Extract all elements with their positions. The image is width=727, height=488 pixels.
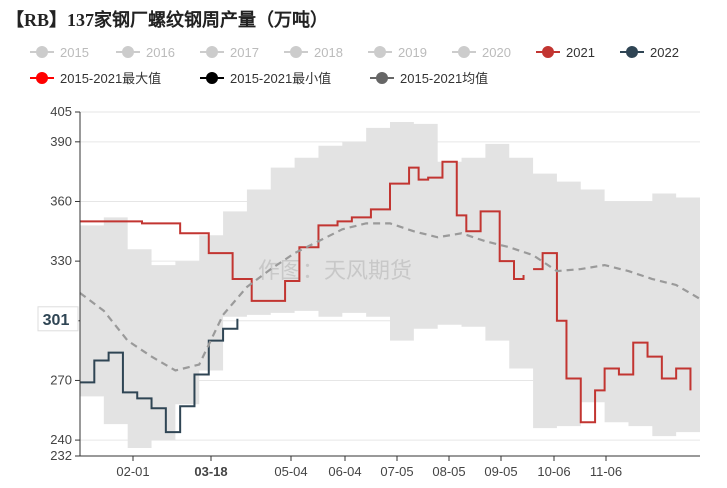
legend-marker <box>36 72 48 84</box>
watermark: 作图：天风期货 <box>258 259 412 284</box>
legend-marker <box>206 46 218 58</box>
y-tick-label: 270 <box>50 372 72 387</box>
x-tick-label: 10-06 <box>537 464 570 479</box>
legend-item[interactable]: 2019 <box>368 45 427 60</box>
legend-label: 2017 <box>230 45 259 60</box>
legend-label: 2021 <box>566 45 595 60</box>
legend-item[interactable]: 2017 <box>200 45 259 60</box>
legend-label: 2016 <box>146 45 175 60</box>
x-tick-label: 11-06 <box>590 464 622 479</box>
pointer-value: 301 <box>43 312 70 329</box>
x-tick-label: 09-05 <box>484 464 517 479</box>
x-tick-label: 06-04 <box>328 464 361 479</box>
range-band <box>80 121 700 449</box>
legend: 2015 2016 2017 2018 2019 2020 2021 2022 2015-202… <box>30 45 679 86</box>
x-tick-label: 02-01 <box>116 464 149 479</box>
legend-item[interactable]: 2018 <box>284 45 343 60</box>
legend-marker <box>122 46 134 58</box>
legend-label: 2015-2021最大值 <box>60 71 161 86</box>
legend-label: 2018 <box>314 45 343 60</box>
y-tick-label: 405 <box>50 104 72 119</box>
value-pointer: 301 <box>37 306 79 332</box>
x-tick-label: 07-05 <box>380 464 413 479</box>
legend-label: 2015 <box>60 45 89 60</box>
legend-item[interactable]: 2015-2021最小值 <box>200 71 331 86</box>
legend-item[interactable]: 2022 <box>620 45 679 60</box>
legend-label: 2015-2021均值 <box>400 71 488 86</box>
legend-label: 2019 <box>398 45 427 60</box>
legend-marker <box>374 46 386 58</box>
y-tick-label: 232 <box>50 448 72 463</box>
legend-marker <box>206 72 218 84</box>
legend-item[interactable]: 2015-2021均值 <box>370 71 488 86</box>
pointer-box <box>37 306 79 332</box>
series-2022-line <box>80 318 239 434</box>
legend-marker <box>542 46 554 58</box>
series-2021-line <box>533 252 692 424</box>
legend-label: 2022 <box>650 45 679 60</box>
legend-marker <box>626 46 638 58</box>
range-band-area <box>80 121 700 449</box>
legend-item[interactable]: 2015-2021最大值 <box>30 71 161 86</box>
y-tick-label: 330 <box>50 253 72 268</box>
legend-label: 2020 <box>482 45 511 60</box>
legend-marker <box>290 46 302 58</box>
series-lines <box>79 160 701 434</box>
x-tick-label: 08-05 <box>432 464 465 479</box>
legend-item[interactable]: 2020 <box>452 45 511 60</box>
legend-item[interactable]: 2016 <box>116 45 175 60</box>
y-tick-label: 390 <box>50 134 72 149</box>
legend-marker <box>36 46 48 58</box>
series-2021-line <box>80 160 525 302</box>
legend-item[interactable]: 2021 <box>536 45 595 60</box>
series-mean-line <box>79 222 701 372</box>
y-tick-label: 240 <box>50 432 72 447</box>
x-tick-label: 05-04 <box>274 464 307 479</box>
y-tick-label: 360 <box>50 193 72 208</box>
chart-title: 【RB】137家钢厂螺纹钢周产量（万吨） <box>6 10 329 30</box>
legend-item[interactable]: 2015 <box>30 45 89 60</box>
legend-label: 2015-2021最小值 <box>230 71 331 86</box>
legend-marker <box>376 72 388 84</box>
x-highlight-label: 03-18 <box>194 464 227 479</box>
legend-marker <box>458 46 470 58</box>
